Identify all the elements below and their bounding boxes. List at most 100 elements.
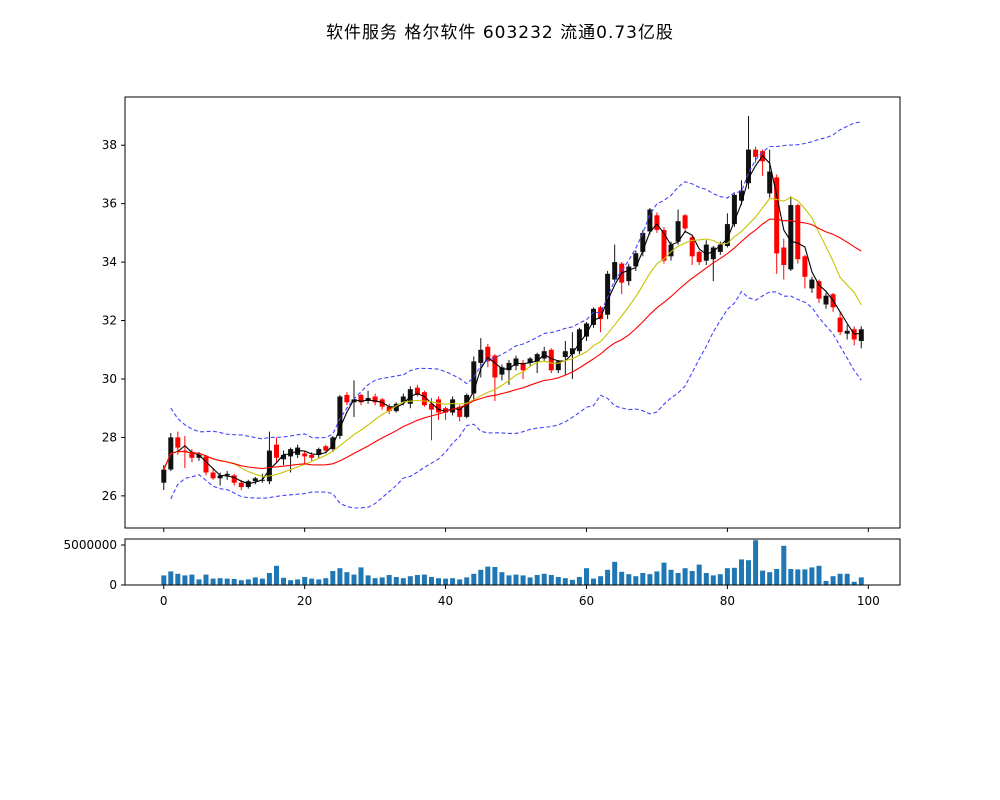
volume-bar (421, 574, 427, 585)
volume-bar (661, 562, 667, 585)
volume-bar (400, 578, 406, 585)
price-tick-label: 36 (102, 197, 117, 211)
volume-bar (358, 567, 364, 585)
volume-bar (520, 575, 526, 585)
candle-body-up (330, 437, 336, 450)
ma-fast-line (163, 155, 862, 485)
volume-bar (795, 569, 801, 585)
volume-bar (682, 568, 688, 585)
volume-bar (379, 577, 385, 585)
candle-body-down (696, 251, 702, 263)
volume-bar (175, 573, 181, 585)
candle-body-up (746, 149, 751, 184)
volume-bar (281, 577, 286, 585)
candle-body-down (210, 472, 216, 479)
candle-body-up (626, 266, 632, 282)
volume-bar (513, 574, 519, 585)
candle-body-up (281, 454, 286, 460)
candle-body-up (562, 351, 568, 357)
candle-body-up (288, 449, 294, 457)
volume-bar (196, 579, 202, 585)
volume-bar (619, 571, 625, 585)
candle-body-up (555, 361, 561, 371)
volume-bar (647, 574, 653, 585)
candle-body-down (379, 399, 385, 407)
volume-bar (464, 577, 470, 585)
volume-bar (689, 571, 695, 585)
volume-bar (245, 579, 251, 585)
candle-body-down (302, 453, 308, 457)
candle-body-up (809, 279, 815, 289)
volume-bar (781, 545, 787, 585)
volume-bar (753, 540, 759, 585)
candle-body-down (802, 256, 808, 277)
price-tick-label: 26 (102, 489, 117, 503)
volume-bar (203, 574, 209, 585)
volume-bar (562, 578, 568, 585)
volume-bar (816, 565, 822, 585)
chart-title: 软件服务 格尔软件 603232 流通0.73亿股 (326, 23, 674, 43)
candle-body-down (816, 281, 822, 299)
volume-bar (161, 575, 167, 585)
candle-body-up (161, 469, 167, 483)
volume-bar (605, 569, 611, 585)
candle-body-up (527, 358, 533, 363)
candle-body-up (710, 247, 716, 260)
volume-bar (569, 579, 575, 585)
candle-body-down (774, 177, 780, 254)
volume-bar (302, 577, 308, 585)
volume-bar (534, 575, 540, 585)
candle-body-up (591, 308, 596, 325)
volume-bar (231, 579, 237, 585)
price-panel-border (124, 96, 901, 529)
candle-body-down (443, 408, 449, 413)
candle-body-up (337, 396, 343, 436)
volume-bar (436, 578, 441, 585)
volume-bar (703, 573, 709, 585)
volume-bar (429, 577, 434, 585)
candle-body-up (668, 244, 674, 257)
volume-bar (443, 578, 449, 585)
volume-bar (372, 578, 378, 585)
volume-bar (851, 581, 857, 585)
candle-body-down (358, 395, 364, 403)
candle-body-up (717, 244, 723, 252)
volume-bar (844, 573, 850, 585)
x-tick-label: 80 (720, 594, 735, 608)
volume-bar (485, 566, 491, 585)
candle-body-up (739, 190, 744, 201)
candle-body-up (569, 348, 575, 355)
ma-mid-line (163, 196, 862, 477)
candle-body-down (781, 247, 787, 265)
volume-bar (450, 578, 456, 585)
candle-body-down (414, 387, 420, 395)
candle-body-down (548, 349, 554, 371)
volume-bar (224, 578, 230, 585)
volume-bar (168, 571, 174, 585)
candle-body-up (731, 194, 737, 225)
candle-body-up (266, 450, 272, 482)
volume-bar (767, 572, 773, 585)
candle-body-down (457, 406, 463, 417)
volume-bar (414, 575, 420, 585)
volume-bar (189, 574, 195, 585)
candle-body-up (295, 447, 301, 455)
volume-bar (710, 575, 716, 585)
x-tick-label: 60 (579, 594, 594, 608)
volume-bar (309, 578, 315, 585)
candle-body-up (703, 244, 709, 261)
volume-bar (717, 574, 723, 585)
x-tick-label: 20 (297, 594, 312, 608)
volume-bar (788, 569, 794, 585)
volume-bar (471, 573, 477, 585)
candle-body-up (478, 349, 484, 363)
candle-body-down (520, 362, 526, 371)
candle-body-up (499, 367, 505, 375)
volume-bar (837, 573, 843, 585)
candle-body-down (598, 307, 604, 320)
candle-body-up (351, 399, 357, 403)
volume-bar (774, 569, 780, 585)
volume-bar (584, 568, 589, 585)
volume-bar (217, 578, 223, 585)
volume-bar (344, 572, 350, 585)
